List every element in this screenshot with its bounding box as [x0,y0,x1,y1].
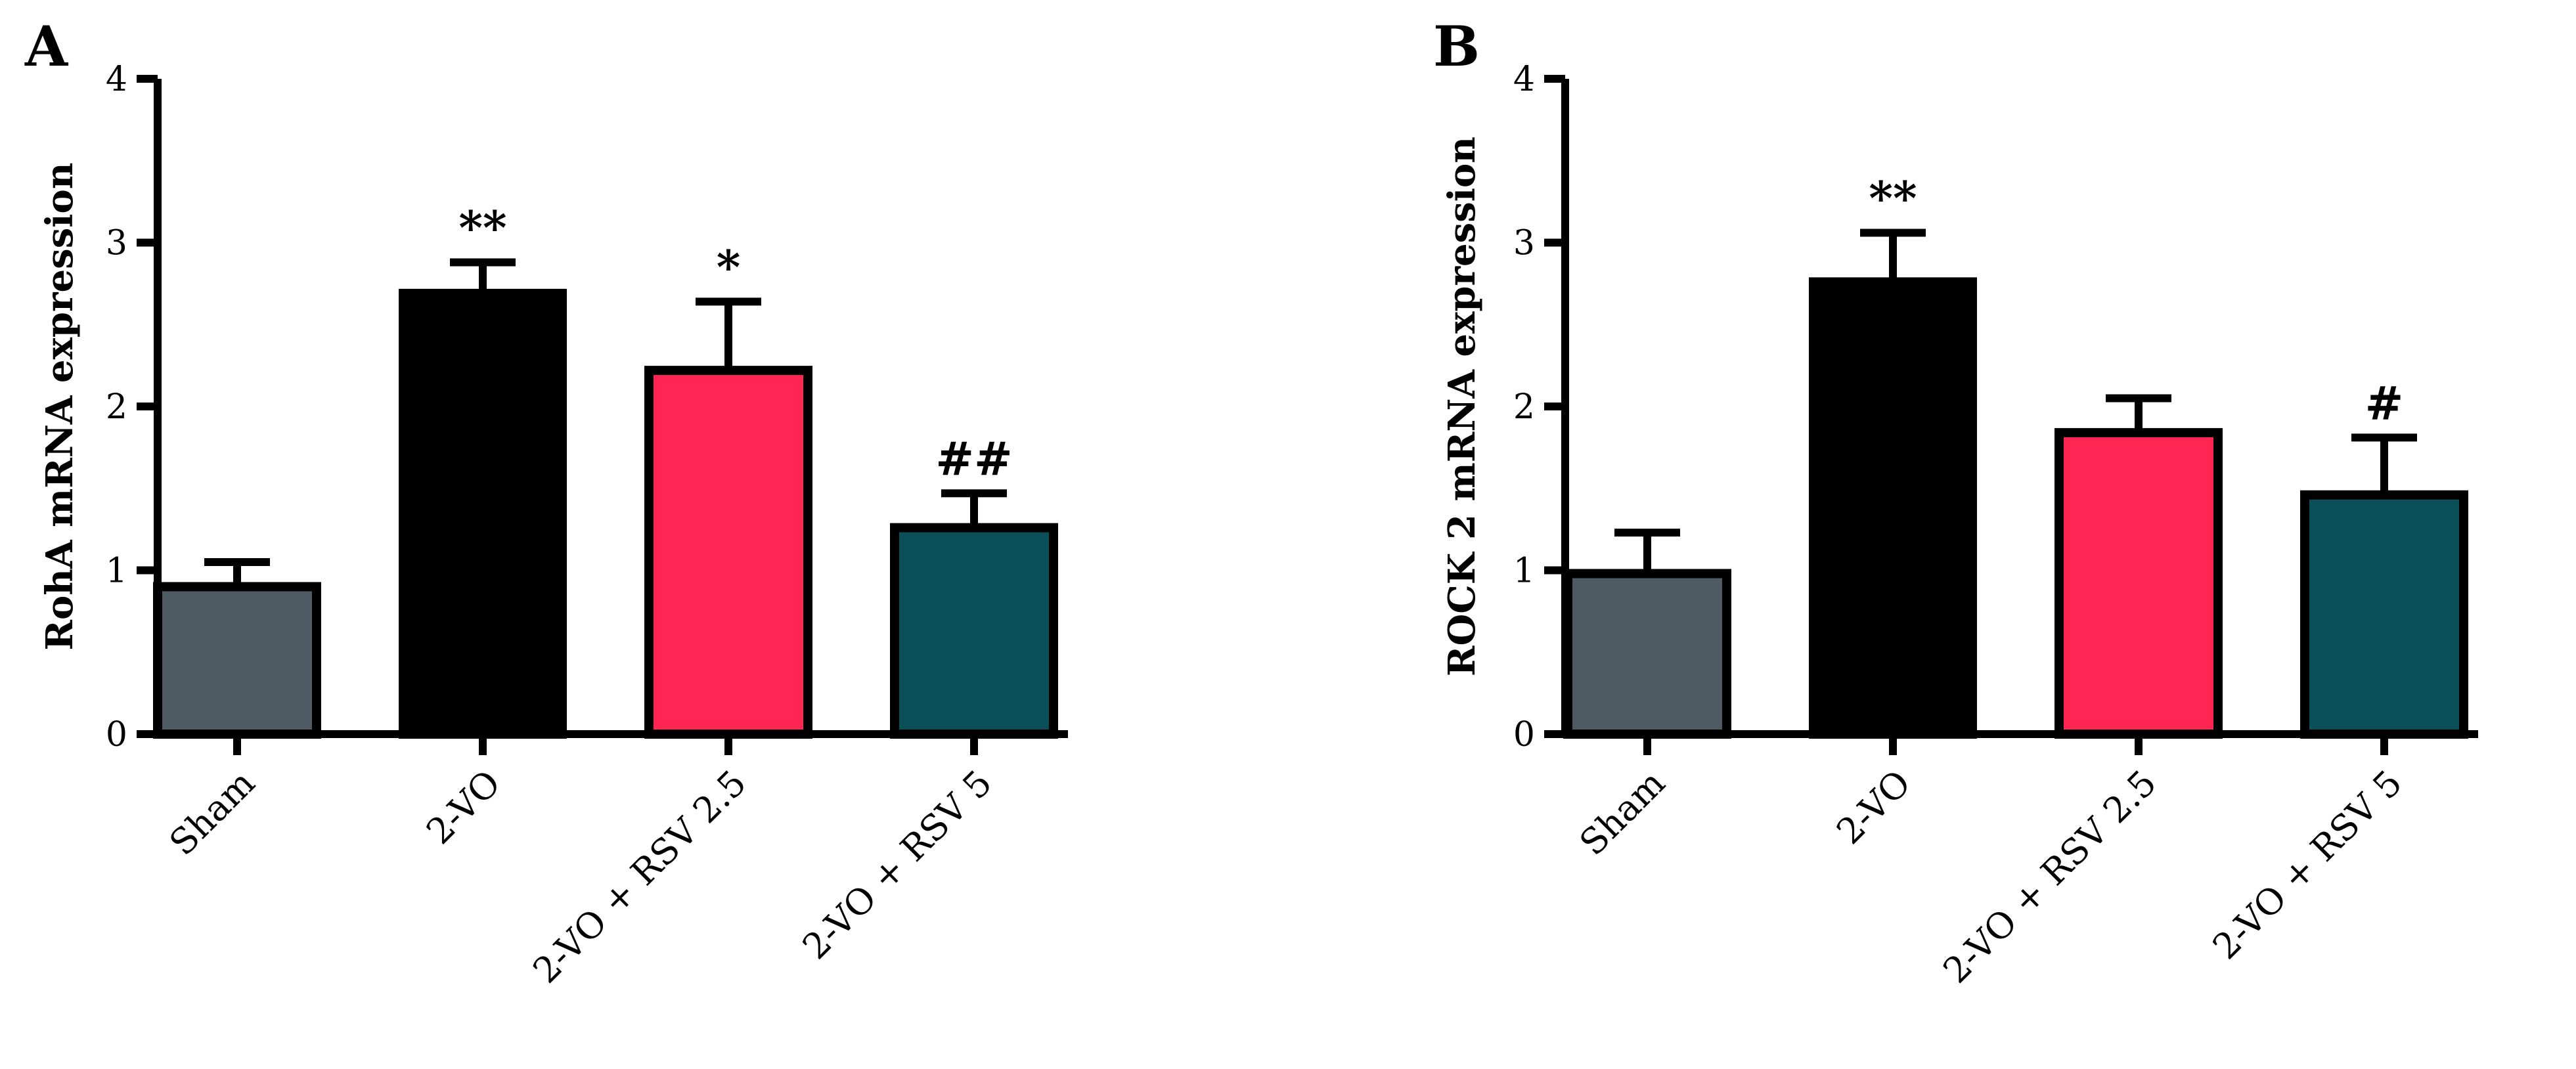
category-label: 2-VO + RSV 2.5 [1935,762,2164,992]
bar [399,288,567,739]
y-tick-label: 4 [106,60,127,99]
bar [644,366,812,739]
y-axis-label: ROCK 2 mRNA expression [1440,137,1484,676]
panel-b: B 0 1 2 3 4 ROCK 2 mRNA expression Sham 2-VO ** 2-… [1433,14,2478,991]
category-label: 2-VO + RSV 5 [2205,762,2410,967]
bar [890,523,1058,739]
panel-a: A 0 1 2 3 4 RohA mRNA expression Sham 2-VO ** 2-VO… [24,14,1068,991]
y-tick-label: 2 [1513,387,1535,427]
bar [153,582,321,739]
category-label: 2-VO + RSV 5 [795,762,1000,967]
bar [1809,277,1977,739]
significance-marker: * [717,240,741,294]
y-tick-label: 1 [1513,552,1535,591]
y-tick-label: 1 [106,552,127,591]
y-tick-label: 3 [106,224,127,263]
bar [2300,490,2468,739]
category-label: 2-VO [1829,762,1919,852]
panel-letter: A [24,14,69,79]
y-axis-label: RohA mRNA expression [38,162,81,650]
bar [2054,427,2223,739]
category-label: 2-VO + RSV 2.5 [525,762,754,992]
category-label: 2-VO [418,762,508,852]
significance-marker: ** [458,200,506,255]
y-tick-label: 0 [106,715,127,754]
y-tick-label: 0 [1513,715,1535,754]
significance-marker: ## [935,431,1012,486]
significance-marker: # [2365,376,2404,430]
y-tick-label: 2 [106,387,127,427]
y-tick-label: 4 [1513,60,1535,99]
y-tick-label: 3 [1513,224,1535,263]
bar [1563,569,1731,739]
significance-marker: ** [1869,171,1917,226]
category-label: Sham [1572,762,1673,863]
category-label: Sham [162,762,263,863]
panel-letter: B [1433,14,1480,79]
